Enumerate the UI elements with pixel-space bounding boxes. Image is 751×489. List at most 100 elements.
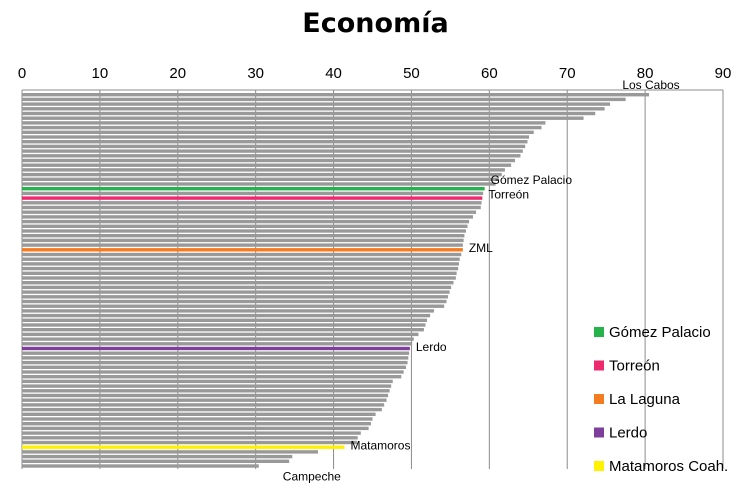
bar	[22, 121, 546, 125]
bar	[22, 271, 457, 275]
x-tick-label: 30	[247, 65, 264, 82]
legend-swatch	[594, 427, 604, 438]
bar	[22, 454, 293, 459]
bar	[22, 140, 528, 144]
bar	[22, 111, 596, 116]
bar	[22, 229, 466, 233]
bar	[22, 375, 402, 379]
bar	[22, 342, 413, 346]
legend-label: Gómez Palacio	[609, 324, 711, 341]
bar	[22, 172, 502, 177]
legend-label: Lerdo	[609, 425, 647, 442]
bar	[22, 318, 428, 322]
bar	[22, 163, 512, 167]
bar	[22, 238, 464, 243]
x-tick-label: 80	[637, 65, 654, 82]
highlight-label: ZML	[469, 241, 493, 255]
bar	[22, 252, 462, 257]
bar	[22, 290, 450, 294]
bar	[22, 177, 499, 181]
x-tick-label: 40	[325, 65, 342, 82]
bar	[22, 93, 650, 97]
bar	[22, 309, 435, 313]
bar	[22, 389, 390, 393]
legend-swatch	[594, 360, 604, 371]
bar	[22, 360, 408, 365]
x-tick-label: 0	[18, 65, 26, 82]
legend-label: Torreón	[609, 358, 660, 375]
bar	[22, 234, 465, 238]
bar	[22, 328, 424, 332]
annotation-label: Los Cabos	[622, 78, 679, 92]
bar	[22, 370, 404, 374]
bar	[22, 412, 376, 416]
x-tick-label: 90	[715, 65, 732, 82]
bar	[22, 426, 369, 431]
bar	[22, 351, 410, 355]
bar	[22, 158, 516, 163]
bar	[22, 403, 385, 407]
legend: Gómez Palacio Torreón La Laguna Lerdo Matamo…	[594, 324, 728, 475]
bar	[22, 144, 526, 149]
bar	[22, 219, 470, 224]
bar	[22, 417, 373, 421]
bar	[22, 384, 392, 388]
bar	[22, 337, 414, 341]
bar	[22, 215, 473, 219]
bar	[22, 281, 454, 285]
bar	[22, 107, 605, 111]
bar	[22, 201, 482, 205]
bar	[22, 125, 542, 130]
bar	[22, 304, 445, 308]
bar	[22, 407, 382, 412]
bar	[22, 356, 409, 360]
bar	[22, 276, 456, 280]
bar	[22, 266, 459, 271]
bar	[22, 205, 481, 210]
bar	[22, 295, 449, 299]
bar	[22, 365, 406, 369]
bar	[22, 393, 389, 398]
bar	[22, 436, 358, 440]
highlight-label: Lerdo	[416, 340, 447, 354]
legend-label: Matamoros Coah.	[609, 458, 728, 475]
bar	[22, 257, 460, 261]
x-tick-label: 70	[559, 65, 576, 82]
bar	[22, 102, 611, 106]
bar	[22, 440, 357, 445]
bar	[22, 135, 530, 139]
tick-labels: 0 10 20 30 40 50 60 70 80 90	[18, 65, 732, 82]
legend-swatch	[594, 327, 604, 337]
x-tick-label: 10	[92, 65, 109, 82]
bar	[22, 379, 393, 384]
bar	[22, 422, 371, 426]
bar	[22, 332, 419, 337]
annotations: Gómez PalacioTorreónZMLLerdoMatamorosLos…	[283, 78, 680, 483]
legend-swatch	[594, 461, 604, 471]
highlight-label: Torreón	[488, 187, 529, 201]
annotation-label: Campeche	[283, 469, 341, 483]
bar	[22, 464, 259, 468]
highlight-bar	[22, 445, 345, 449]
highlight-label: Gómez Palacio	[491, 173, 573, 187]
x-tick-label: 60	[481, 65, 498, 82]
legend-swatch	[594, 394, 604, 404]
legend-label: La Laguna	[609, 391, 681, 408]
bar	[22, 191, 484, 196]
bar	[22, 313, 431, 318]
bar	[22, 154, 521, 158]
x-tick-label: 50	[403, 65, 420, 82]
bar	[22, 262, 459, 266]
bar	[22, 224, 468, 228]
bar	[22, 130, 534, 134]
bars-layer	[22, 93, 650, 468]
highlight-bar	[22, 187, 485, 191]
bar	[22, 431, 361, 435]
highlight-bar	[22, 248, 463, 252]
bar	[22, 243, 463, 247]
bar	[22, 323, 426, 327]
bar	[22, 299, 447, 304]
highlight-label: Matamoros	[350, 439, 410, 453]
bar	[22, 182, 496, 186]
